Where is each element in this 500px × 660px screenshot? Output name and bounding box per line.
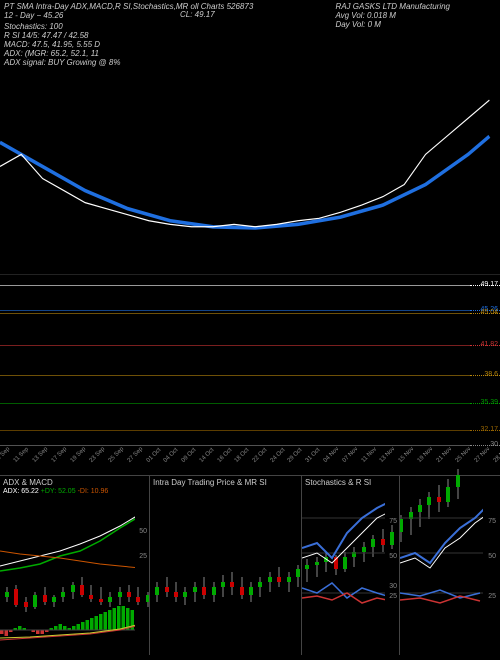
stochastics-val: Stochastics: 100 (4, 22, 63, 31)
adx-val: ADX: (MGR: 65.2, 52.1, 11 (4, 49, 99, 58)
stoch-title: Stochastics & R SI (302, 476, 374, 489)
macd-val: MACD: 47.5, 41.95, 5.55 D (4, 40, 100, 49)
stochastics-panel[interactable]: Stochastics & R SI 75503025 (302, 476, 400, 655)
chart-header: PT SMA Intra-Day ADX,MACD,R SI,Stochasti… (0, 0, 500, 70)
adx-values: ADX: 65.22 +DY: 52.05 -DI: 10.96 (0, 486, 111, 497)
rsi-val: R SI 14/5: 47.47 / 42.58 (4, 31, 89, 40)
adx-macd-panel[interactable]: ADX & MACD ADX: 65.22 +DY: 52.05 -DI: 10… (0, 476, 150, 655)
sma-label: 12 - Day − 45.26 (4, 11, 63, 20)
intra-title: Intra Day Trading Price & MR SI (150, 476, 270, 489)
indicator-row: ADX & MACD ADX: 65.22 +DY: 52.05 -DI: 10… (0, 475, 500, 655)
company-name: RAJ GASKS LTD Manufacturing (335, 2, 450, 11)
rsi-panel[interactable]: 755025 (400, 476, 498, 655)
intraday-panel[interactable]: Intra Day Trading Price & MR SI (150, 476, 302, 655)
avg-vol: Avg Vol: 0.018 M (335, 11, 450, 20)
adx-signal: ADX signal: BUY Growing @ 8% (4, 58, 120, 67)
close-price: CL: 49.17 (180, 10, 215, 19)
day-vol: Day Vol: 0 M (335, 20, 450, 29)
price-candlestick-chart[interactable]: 49.1745.2645.0441.8238.635.3932.1730 09 … (0, 275, 500, 475)
title-left: PT SMA Intra-Day ADX,MACD,R SI,Stochasti… (4, 2, 253, 11)
main-line-chart[interactable] (0, 70, 500, 275)
